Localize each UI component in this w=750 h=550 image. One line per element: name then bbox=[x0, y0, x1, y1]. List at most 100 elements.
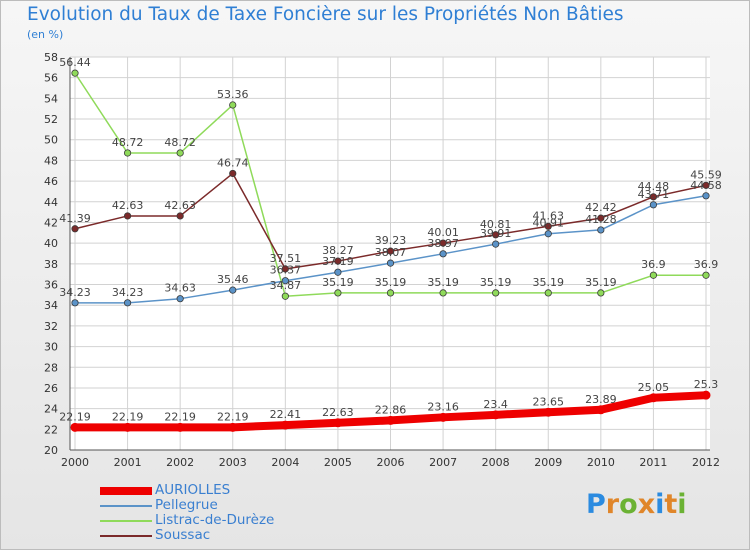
data-label: 36.9 bbox=[694, 258, 719, 271]
x-tick-label: 2001 bbox=[114, 456, 142, 469]
data-point bbox=[123, 149, 132, 157]
data-label: 34.23 bbox=[112, 286, 144, 299]
data-point bbox=[123, 212, 132, 220]
data-label: 42.63 bbox=[112, 199, 144, 212]
x-tick-label: 2010 bbox=[587, 456, 615, 469]
data-point bbox=[492, 289, 500, 297]
data-point bbox=[281, 292, 289, 300]
logo-letter: r bbox=[605, 489, 620, 520]
x-tick-label: 2009 bbox=[534, 456, 562, 469]
data-label: 38.27 bbox=[322, 244, 354, 257]
x-tick-label: 2005 bbox=[324, 456, 352, 469]
data-label: 42.42 bbox=[585, 201, 617, 214]
data-label: 44.48 bbox=[638, 180, 670, 193]
data-point bbox=[648, 393, 658, 403]
data-label: 40.91 bbox=[533, 217, 565, 230]
logo-letter: t bbox=[664, 489, 678, 520]
data-point bbox=[439, 239, 447, 247]
data-label: 41.39 bbox=[59, 212, 91, 225]
data-point bbox=[701, 390, 711, 400]
data-label: 40.01 bbox=[427, 226, 459, 239]
data-point bbox=[228, 422, 238, 432]
y-tick-label: 34 bbox=[44, 299, 58, 312]
data-label: 53.36 bbox=[217, 88, 249, 101]
x-tick-label: 2012 bbox=[692, 456, 720, 469]
data-point bbox=[597, 289, 605, 297]
x-tick-label: 2002 bbox=[166, 456, 194, 469]
data-point bbox=[229, 286, 237, 294]
data-point bbox=[544, 289, 552, 297]
data-label: 44.58 bbox=[690, 179, 722, 192]
data-point bbox=[492, 240, 500, 248]
data-point bbox=[71, 225, 79, 233]
data-label: 22.63 bbox=[322, 406, 354, 419]
y-tick-label: 46 bbox=[44, 175, 58, 188]
data-point bbox=[649, 201, 658, 209]
data-label: 48.72 bbox=[112, 136, 144, 149]
data-point bbox=[176, 149, 184, 157]
data-point bbox=[70, 422, 80, 432]
legend-label: Pellegrue bbox=[155, 497, 218, 513]
x-tick-label: 2006 bbox=[377, 456, 405, 469]
legend-swatch bbox=[100, 505, 152, 507]
data-point bbox=[597, 226, 605, 234]
data-label: 22.19 bbox=[217, 410, 249, 423]
data-label: 37.51 bbox=[270, 252, 302, 265]
x-tick-label: 2000 bbox=[61, 456, 89, 469]
y-tick-label: 28 bbox=[44, 361, 58, 374]
data-label: 34.23 bbox=[59, 286, 91, 299]
y-tick-label: 22 bbox=[44, 423, 58, 436]
data-point bbox=[175, 422, 185, 432]
data-point bbox=[702, 192, 710, 200]
data-point bbox=[702, 271, 710, 279]
y-tick-label: 44 bbox=[44, 196, 58, 209]
y-tick-label: 48 bbox=[44, 154, 58, 167]
data-point bbox=[71, 69, 79, 77]
data-label: 23.4 bbox=[483, 398, 508, 411]
data-label: 38.97 bbox=[427, 237, 459, 250]
data-label: 40.81 bbox=[480, 218, 512, 231]
data-point bbox=[123, 299, 132, 307]
data-label: 48.72 bbox=[164, 136, 196, 149]
data-label: 23.16 bbox=[427, 400, 459, 413]
data-label: 45.59 bbox=[690, 168, 722, 181]
data-label: 36.9 bbox=[641, 258, 666, 271]
data-point bbox=[649, 271, 658, 279]
legend-swatch bbox=[100, 535, 152, 537]
data-label: 56.44 bbox=[59, 56, 91, 69]
data-point bbox=[123, 422, 133, 432]
data-point bbox=[597, 214, 605, 222]
data-point bbox=[334, 289, 342, 297]
data-point bbox=[543, 407, 553, 417]
y-tick-label: 52 bbox=[44, 113, 58, 126]
legend-label: Listrac-de-Durèze bbox=[155, 512, 275, 528]
y-tick-label: 54 bbox=[44, 92, 58, 105]
y-tick-label: 56 bbox=[44, 72, 58, 85]
logo-letter: i bbox=[677, 489, 687, 520]
legend-swatch bbox=[100, 487, 152, 495]
data-point bbox=[596, 405, 606, 415]
y-tick-label: 24 bbox=[44, 403, 58, 416]
data-label: 41.63 bbox=[533, 209, 565, 222]
data-label: 35.19 bbox=[322, 276, 354, 289]
data-point bbox=[229, 101, 237, 109]
data-point bbox=[438, 412, 448, 422]
data-label: 39.23 bbox=[375, 234, 407, 247]
data-label: 38.07 bbox=[375, 246, 407, 259]
data-point bbox=[176, 295, 184, 303]
logo-letter: o bbox=[619, 489, 638, 520]
data-label: 41.28 bbox=[585, 213, 617, 226]
data-point bbox=[439, 289, 447, 297]
data-label: 25.05 bbox=[638, 381, 670, 394]
data-label: 42.63 bbox=[164, 199, 196, 212]
legend-label: AURIOLLES bbox=[155, 482, 231, 498]
data-point bbox=[334, 268, 342, 276]
data-point bbox=[176, 212, 184, 220]
data-label: 25.3 bbox=[694, 378, 719, 391]
y-tick-label: 32 bbox=[44, 320, 58, 333]
data-point bbox=[229, 169, 237, 178]
y-tick-label: 42 bbox=[44, 216, 58, 229]
x-tick-label: 2003 bbox=[219, 456, 247, 469]
logo-letter: i bbox=[655, 489, 665, 520]
data-label: 23.89 bbox=[585, 393, 617, 406]
